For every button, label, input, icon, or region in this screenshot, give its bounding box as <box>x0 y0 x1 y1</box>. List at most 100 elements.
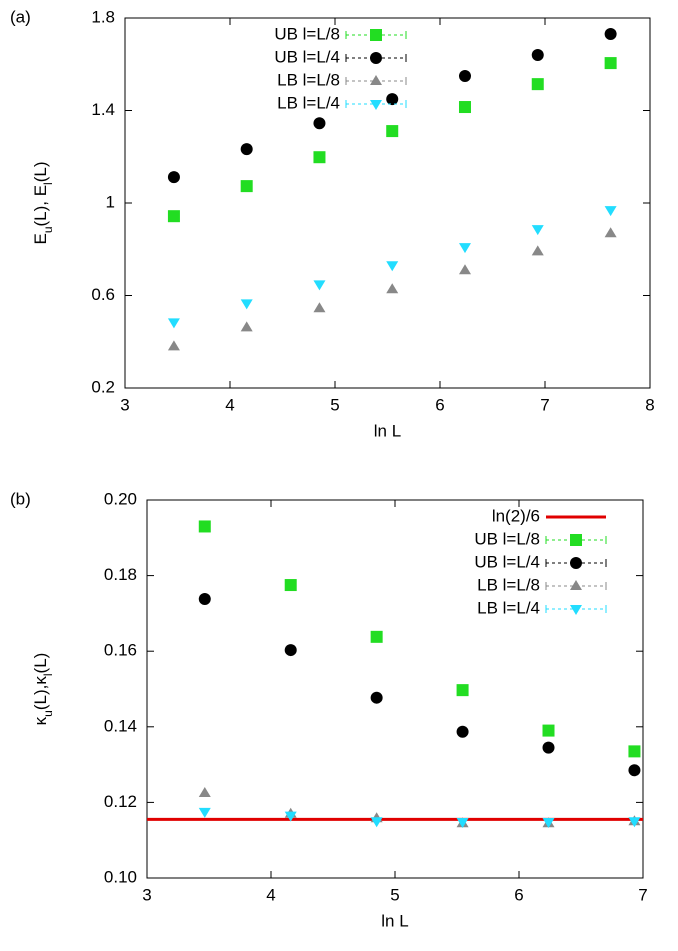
triangle-marker <box>167 340 180 351</box>
y-tick-label: 0.20 <box>104 489 137 508</box>
square-marker <box>531 78 544 91</box>
legend-marker <box>370 52 382 64</box>
legend-label: LB l=L/8 <box>477 575 540 594</box>
legend-marker <box>570 605 582 615</box>
x-tick-label: 3 <box>120 395 129 414</box>
circle-marker <box>386 93 399 106</box>
y-axis-label-part: E <box>31 233 50 244</box>
square-marker <box>458 101 471 114</box>
y-tick-label: 0.18 <box>104 565 137 584</box>
circle-marker <box>240 143 253 156</box>
triangle-marker <box>313 302 326 313</box>
legend-marker <box>370 75 382 85</box>
circle-marker <box>604 27 617 40</box>
triangle-marker <box>458 264 471 275</box>
square-marker <box>628 745 641 758</box>
square-marker <box>456 684 469 697</box>
y-tick-label: 1 <box>106 192 115 211</box>
y-tick-label: 1.4 <box>91 100 115 119</box>
square-marker <box>240 180 253 193</box>
square-marker <box>313 151 326 164</box>
x-tick-label: 7 <box>638 885 647 904</box>
y-axis-label: κu(L),κl(L) <box>31 653 55 726</box>
square-marker <box>604 57 617 70</box>
circle-marker <box>313 117 326 130</box>
legend-marker <box>570 534 582 546</box>
circle-marker <box>456 725 469 738</box>
panel-label: (b) <box>10 489 31 508</box>
y-axis-label-part: l <box>41 182 55 185</box>
triangle-marker <box>198 807 211 818</box>
x-axis-label: ln L <box>374 421 401 440</box>
triangle-marker <box>542 818 555 829</box>
panel-label: (a) <box>10 7 31 26</box>
x-tick-label: 4 <box>266 885 275 904</box>
circle-marker <box>542 741 555 754</box>
triangle-marker <box>370 817 383 828</box>
legend-marker <box>370 29 382 41</box>
x-tick-label: 3 <box>142 885 151 904</box>
legend-label: ln(2)/6 <box>492 506 540 525</box>
x-tick-label: 6 <box>514 885 523 904</box>
circle-marker <box>198 593 211 606</box>
y-axis-label-part: (L), E <box>31 185 50 227</box>
legend-marker <box>570 580 582 590</box>
triangle-marker <box>198 786 211 797</box>
circle-marker <box>370 691 383 704</box>
circle-marker <box>628 764 641 777</box>
triangle-marker <box>531 245 544 256</box>
circle-marker <box>458 70 471 83</box>
x-tick-label: 5 <box>330 395 339 414</box>
triangle-marker <box>240 299 253 310</box>
legend-marker <box>570 557 582 569</box>
square-marker <box>198 520 211 533</box>
circle-marker <box>284 644 297 657</box>
square-marker <box>284 579 297 592</box>
square-marker <box>542 724 555 737</box>
triangle-marker <box>456 818 469 829</box>
y-axis-label-part: u <box>41 710 55 717</box>
y-tick-label: 0.14 <box>104 716 137 735</box>
triangle-marker <box>240 321 253 332</box>
y-tick-label: 1.8 <box>91 7 115 26</box>
x-tick-label: 6 <box>435 395 444 414</box>
legend-label: UB l=L/4 <box>474 552 540 571</box>
y-tick-label: 0.12 <box>104 792 137 811</box>
legend-label: UB l=L/8 <box>474 529 540 548</box>
triangle-marker <box>604 227 617 238</box>
y-axis-label-part: l <box>41 673 55 676</box>
triangle-marker <box>313 280 326 291</box>
y-tick-label: 0.2 <box>91 377 115 396</box>
y-axis-label-part: κ <box>31 716 50 725</box>
y-axis-label-part: (L) <box>31 161 50 182</box>
triangle-marker <box>167 318 180 329</box>
y-axis-label-part: u <box>41 226 55 233</box>
square-marker <box>167 210 180 223</box>
square-marker <box>386 125 399 138</box>
triangle-marker <box>628 817 641 828</box>
legend-label: LB l=L/4 <box>277 93 340 112</box>
y-axis-label-part: (L) <box>31 653 50 674</box>
y-tick-label: 0.16 <box>104 641 137 660</box>
circle-marker <box>531 49 544 61</box>
legend-marker <box>370 100 382 110</box>
x-tick-label: 8 <box>645 395 654 414</box>
triangle-marker <box>386 283 399 294</box>
y-tick-label: 0.10 <box>104 867 137 886</box>
triangle-marker <box>284 811 297 822</box>
triangle-marker <box>531 225 544 236</box>
plot-frame <box>124 17 651 389</box>
plot-frame <box>146 499 644 879</box>
legend-label: LB l=L/8 <box>277 70 340 89</box>
x-axis-label: ln L <box>381 911 408 930</box>
triangle-marker <box>386 261 399 272</box>
triangle-marker <box>604 206 617 217</box>
y-axis-label: Eu(L), El(L) <box>31 161 55 244</box>
legend-label: UB l=L/8 <box>274 24 340 43</box>
x-tick-label: 4 <box>225 395 234 414</box>
x-tick-label: 5 <box>390 885 399 904</box>
triangle-marker <box>458 243 471 254</box>
legend-label: LB l=L/4 <box>477 598 540 617</box>
legend-label: UB l=L/4 <box>274 47 340 66</box>
